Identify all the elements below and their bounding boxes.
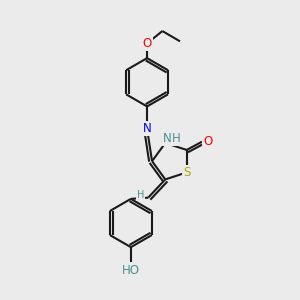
Text: O: O [203, 135, 212, 148]
Text: H: H [137, 190, 145, 200]
Text: HO: HO [122, 264, 140, 277]
Text: N: N [162, 132, 171, 145]
Text: S: S [183, 166, 190, 179]
Text: H: H [172, 132, 181, 145]
Text: O: O [142, 37, 152, 50]
Text: N: N [143, 122, 152, 135]
